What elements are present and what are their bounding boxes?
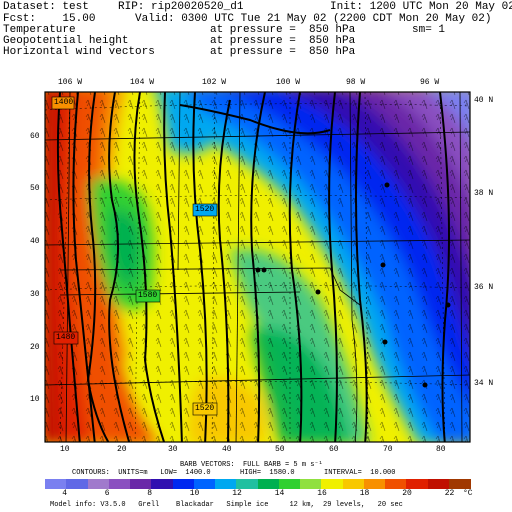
station-markers — [255, 182, 451, 388]
longitude-label: 104 W — [130, 78, 155, 87]
field-level-wind: at pressure = 850 hPa — [210, 46, 356, 58]
valid-label: Valid: 0300 UTC Tue 21 May 02 (2200 CDT … — [135, 13, 492, 25]
colorbar-swatch — [363, 479, 386, 489]
init-label: Init: 1200 UTC Mon 20 May 02 — [330, 1, 512, 13]
colorbar-swatch — [45, 479, 67, 489]
colorbar-swatch — [215, 479, 237, 489]
x-tick-label: 70 — [383, 445, 393, 454]
dataset-label: Dataset: test — [3, 1, 89, 13]
temperature-field — [45, 92, 470, 442]
model-info: Model info: V3.5.0 Grell Blackadar Simpl… — [50, 501, 403, 509]
barb-vectors-info: BARB VECTORS: FULL BARB = 5 m s⁻¹ — [180, 461, 323, 469]
y-tick-label: 50 — [30, 184, 40, 193]
colorbar-tick-label: 14 — [274, 489, 285, 498]
contour-label: 1480 — [56, 333, 76, 342]
contour-label: 1520 — [195, 404, 215, 413]
colorbar-tick-label: 12 — [232, 489, 242, 498]
smoothing-label: sm= 1 — [412, 24, 446, 36]
contour-label: 1400 — [54, 98, 74, 107]
latitude-label: 38 N — [474, 189, 494, 198]
colorbar-swatch — [406, 479, 429, 489]
colorbar-tick-label: 18 — [359, 489, 370, 498]
field-level-temperature: at pressure = 850 hPa — [210, 24, 356, 36]
x-tick-label: 80 — [436, 445, 446, 454]
height-contours — [56, 92, 450, 442]
field-name-height: Geopotential height — [3, 35, 129, 47]
y-tick-label: 10 — [30, 395, 40, 404]
y-tick-label: 20 — [30, 343, 40, 352]
colorbar-tick-label: 8 — [147, 489, 153, 498]
colorbar-swatch — [87, 479, 110, 489]
longitude-label: 98 W — [346, 78, 366, 87]
x-tick-label: 60 — [329, 445, 339, 454]
contours-info: CONTOURS: UNITS=m LOW= 1400.0 HIGH= 1580… — [72, 469, 396, 477]
contour-label: 1580 — [138, 291, 158, 300]
colorbar-tick-label: 22 — [444, 489, 455, 498]
longitude-label: 106 W — [58, 78, 83, 87]
colorbar-swatch — [278, 479, 301, 489]
y-tick-label: 60 — [30, 132, 40, 141]
field-name-wind: Horizontal wind vectors — [3, 46, 155, 58]
colorbar-swatch — [130, 479, 152, 489]
x-tick-label: 50 — [275, 445, 285, 454]
latitude-label: 36 N — [474, 283, 494, 292]
field-level-height: at pressure = 850 hPa — [210, 35, 356, 47]
contour-label: 1520 — [195, 205, 215, 214]
colorbar-tick-label: 10 — [189, 489, 200, 498]
colorbar-tick-label: 20 — [402, 489, 412, 498]
forecast-label: Fcst: 15.00 — [3, 13, 96, 25]
x-tick-label: 10 — [60, 445, 70, 454]
longitude-label: 100 W — [276, 78, 301, 87]
colorbar-unit: °C — [463, 489, 473, 498]
colorbar-swatch — [193, 479, 216, 489]
colorbar-swatch — [236, 479, 259, 489]
colorbar-swatch — [321, 479, 344, 489]
longitude-label: 96 W — [420, 78, 440, 87]
x-tick-label: 20 — [117, 445, 127, 454]
colorbar-swatch — [151, 479, 174, 489]
field-name-temperature: Temperature — [3, 24, 76, 36]
colorbar-swatch — [342, 479, 365, 489]
latitude-label: 40 N — [474, 96, 494, 105]
y-tick-label: 30 — [30, 290, 40, 299]
colorbar-swatch — [427, 479, 450, 489]
colorbar-swatch — [448, 479, 471, 489]
colorbar-swatch — [108, 479, 131, 489]
colorbar-swatch — [66, 479, 89, 489]
colorbar-tick-label: 4 — [62, 489, 68, 498]
x-tick-label: 40 — [222, 445, 232, 454]
colorbar-tick-label: 16 — [317, 489, 327, 498]
colorbar-swatch — [300, 479, 322, 489]
longitude-label: 102 W — [202, 78, 227, 87]
contour-label-boxes — [51, 96, 218, 416]
colorbar-swatch — [172, 479, 195, 489]
map-frame — [44, 91, 471, 443]
colorbar-tick-label: 6 — [104, 489, 110, 498]
latitude-label: 34 N — [474, 379, 494, 388]
x-tick-label: 30 — [168, 445, 178, 454]
colorbar-swatch — [257, 479, 280, 489]
y-tick-label: 40 — [30, 237, 40, 246]
rip-label: RIP: rip20020520_d1 — [118, 1, 244, 13]
colorbar-swatch — [385, 479, 407, 489]
